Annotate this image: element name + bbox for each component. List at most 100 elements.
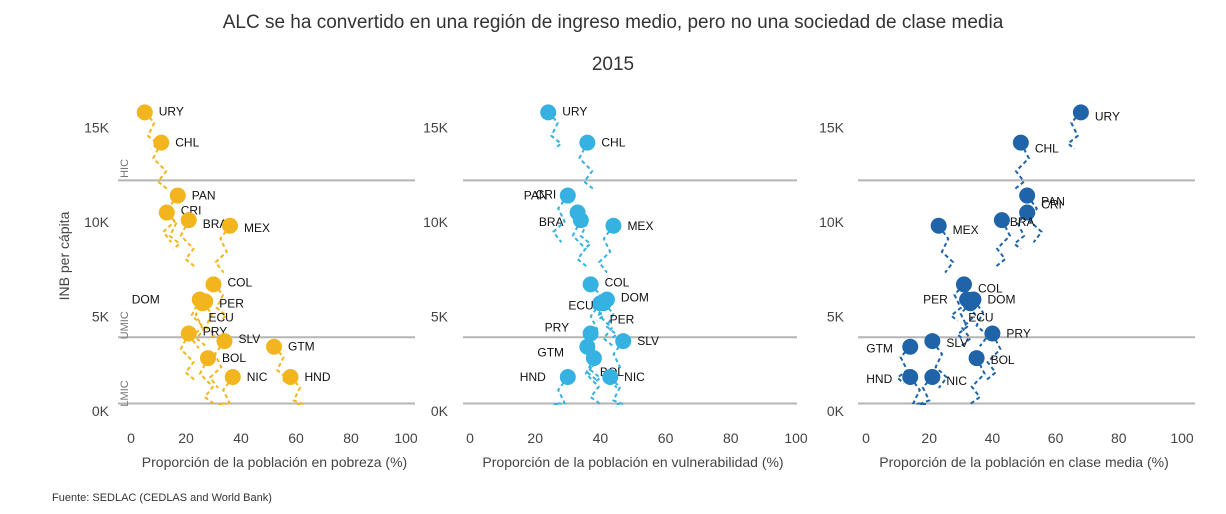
- point-bra: [993, 212, 1010, 229]
- x-tick-label: 40: [985, 430, 1001, 446]
- trajectory-line: [960, 299, 977, 348]
- point-hnd: [902, 368, 919, 385]
- point-bol: [585, 350, 602, 367]
- point-bol: [200, 350, 216, 367]
- point-label-slv: SLV: [239, 332, 261, 346]
- trajectory-line: [937, 225, 955, 274]
- trajectory-line: [955, 302, 972, 341]
- y-tick-label: 15K: [819, 120, 845, 136]
- x-tick-label: 20: [178, 430, 194, 446]
- point-pry: [180, 325, 197, 342]
- band-label-lmic: LMIC: [119, 380, 131, 406]
- point-ury: [136, 104, 153, 121]
- x-tick-label: 40: [233, 430, 249, 446]
- point-bra: [180, 212, 197, 229]
- point-label-per: PER: [219, 296, 244, 310]
- point-label-per: PER: [610, 312, 635, 326]
- trajectory-line: [969, 357, 986, 405]
- x-axis-label: Proporción de la población en vulnerabil…: [482, 454, 783, 470]
- y-tick-label: 0K: [92, 403, 110, 419]
- point-label-nic: NIC: [247, 370, 268, 384]
- point-col: [955, 276, 972, 293]
- point-pan: [169, 187, 186, 204]
- y-tick-label: 5K: [431, 309, 449, 325]
- point-label-col: COL: [978, 281, 1003, 295]
- point-label-mex: MEX: [953, 223, 979, 237]
- trajectory-line: [972, 298, 990, 347]
- point-slv: [216, 333, 233, 350]
- point-label-bol: BOL: [991, 353, 1015, 367]
- point-nic: [224, 368, 241, 385]
- trajectory-line: [1012, 211, 1028, 250]
- point-label-gtm: GTM: [288, 340, 315, 354]
- point-pry: [582, 325, 599, 342]
- trajectory-line: [161, 194, 179, 243]
- trajectory-line: [931, 340, 949, 389]
- x-tick-label: 0: [127, 430, 135, 446]
- y-tick-label: 15K: [423, 120, 449, 136]
- panel-pobreza: HIC UMIC LMIC 0K 5K 10K 15K 0 20 40 60 80 100 Proporc…: [84, 104, 418, 470]
- trajectory-line: [584, 357, 601, 405]
- point-label-hnd: HND: [520, 370, 546, 384]
- point-label-ecu: ECU: [209, 310, 234, 324]
- point-label-chl: CHL: [1035, 142, 1059, 156]
- x-axis-label: Proporción de la población en pobreza (%…: [142, 454, 407, 470]
- point-label-nic: NIC: [946, 374, 967, 388]
- trajectory-line: [994, 219, 1012, 268]
- trajectory-line: [597, 299, 614, 348]
- trajectory-line: [201, 302, 217, 341]
- trajectory-line: [166, 211, 182, 250]
- point-label-bra: BRA: [1010, 215, 1035, 229]
- point-gtm: [902, 338, 919, 355]
- point-label-ury: URY: [562, 104, 587, 118]
- trajectory-line: [179, 333, 196, 382]
- trajectory-line: [597, 225, 615, 274]
- point-mex: [222, 217, 238, 234]
- point-chl: [153, 134, 170, 151]
- point-label-gtm: GTM: [537, 346, 564, 360]
- point-label-col: COL: [605, 275, 630, 289]
- x-tick-label: 20: [527, 430, 543, 446]
- chart-title: ALC se ha convertido en una región de in…: [222, 12, 1004, 33]
- point-label-cri: CRI: [536, 188, 557, 202]
- point-col: [205, 276, 222, 293]
- point-label-hnd: HND: [866, 372, 892, 386]
- point-label-dom: DOM: [987, 292, 1015, 306]
- point-nic: [924, 368, 941, 385]
- point-label-ury: URY: [159, 104, 184, 118]
- x-axis-label: Proporción de la población en clase medi…: [879, 454, 1169, 470]
- point-label-pry: PRY: [1006, 327, 1030, 341]
- point-label-ecu: ECU: [968, 310, 993, 324]
- point-label-gtm: GTM: [866, 342, 893, 356]
- point-label-chl: CHL: [175, 136, 199, 150]
- chart-subtitle: 2015: [591, 54, 635, 75]
- trajectory-line: [609, 376, 624, 405]
- trajectory-line: [578, 142, 595, 191]
- point-chl: [579, 134, 596, 151]
- point-ecu: [962, 295, 979, 312]
- point-hnd: [559, 368, 576, 385]
- point-mex: [930, 217, 947, 234]
- point-cri: [1019, 204, 1036, 221]
- point-ury: [540, 104, 557, 121]
- point-slv: [615, 333, 632, 350]
- y-tick-label: 10K: [84, 214, 110, 230]
- trajectory-line: [1026, 194, 1043, 243]
- trajectory-line: [179, 219, 196, 268]
- point-chl: [1012, 134, 1029, 151]
- point-col: [582, 276, 599, 293]
- point-label-pan: PAN: [524, 189, 548, 203]
- x-tick-label: 80: [1111, 430, 1127, 446]
- x-tick-label: 20: [921, 430, 937, 446]
- x-tick-label: 100: [394, 430, 418, 446]
- point-label-mex: MEX: [627, 219, 653, 233]
- point-bol: [968, 350, 985, 367]
- trajectory-line: [552, 194, 569, 243]
- trajectory-line: [553, 376, 569, 405]
- point-label-pan: PAN: [192, 189, 216, 203]
- point-label-hnd: HND: [305, 370, 331, 384]
- point-pan: [559, 187, 576, 204]
- point-label-pan: PAN: [1041, 195, 1065, 209]
